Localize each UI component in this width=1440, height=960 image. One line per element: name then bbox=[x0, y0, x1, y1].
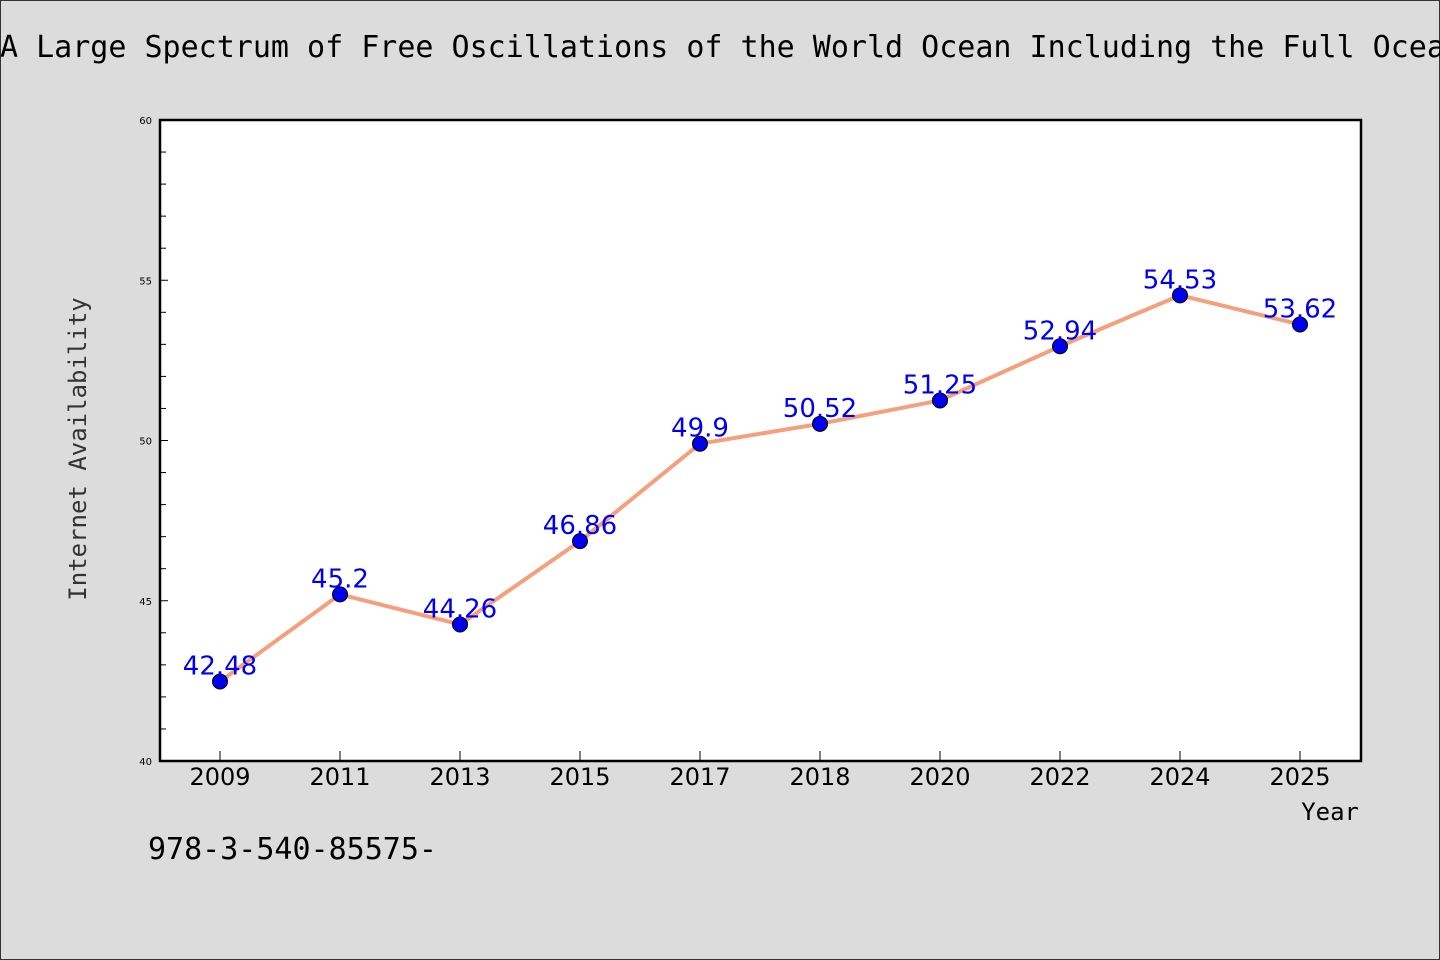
data-label: 42.48 bbox=[183, 652, 257, 682]
data-label: 54.53 bbox=[1143, 265, 1217, 295]
x-tick-label: 2022 bbox=[1029, 763, 1090, 791]
data-label: 51.25 bbox=[903, 370, 977, 400]
data-point-marker bbox=[452, 616, 468, 633]
y-tick-label: 50 bbox=[139, 437, 152, 448]
y-tick-label: 45 bbox=[139, 597, 152, 608]
data-label: 46.86 bbox=[543, 511, 617, 541]
data-label: 53.62 bbox=[1263, 294, 1337, 324]
y-tick-label: 60 bbox=[139, 116, 152, 127]
plot-area bbox=[158, 118, 1363, 763]
data-label: 50.52 bbox=[783, 394, 857, 424]
x-tick-label: 2015 bbox=[549, 763, 610, 791]
series-markers bbox=[212, 287, 1308, 690]
series-line bbox=[218, 293, 1301, 684]
data-point-marker bbox=[1172, 287, 1188, 304]
x-tick-label: 2013 bbox=[429, 763, 490, 791]
chart-title: A Large Spectrum of Free Oscillations of… bbox=[0, 30, 1440, 65]
x-tick-label: 2024 bbox=[1149, 763, 1210, 791]
data-point-marker bbox=[692, 435, 708, 452]
data-point-marker bbox=[572, 533, 588, 550]
data-label: 44.26 bbox=[423, 594, 497, 624]
x-axis: 2009 2011 2013 2015 2017 2018 2020 2022 2024 2025 bbox=[189, 751, 1331, 791]
data-point-marker bbox=[932, 392, 948, 409]
x-tick-label: 2018 bbox=[789, 763, 850, 791]
y-axis-label: Internet Availability bbox=[64, 297, 92, 600]
y-tick-label: 40 bbox=[139, 757, 152, 768]
data-label: 52.94 bbox=[1023, 316, 1097, 346]
y-axis: 40 45 50 55 60 bbox=[139, 116, 168, 768]
x-tick-label: 2025 bbox=[1269, 763, 1330, 791]
y-tick-label: 55 bbox=[139, 276, 152, 287]
data-point-marker bbox=[1052, 338, 1068, 355]
data-label: 45.2 bbox=[311, 564, 369, 594]
data-point-marker bbox=[812, 415, 828, 432]
data-point-marker bbox=[1292, 316, 1308, 333]
footnote-text: 978-3-540-85575- bbox=[148, 832, 437, 867]
x-tick-label: 2009 bbox=[189, 763, 250, 791]
x-tick-label: 2020 bbox=[909, 763, 970, 791]
x-axis-label: Year bbox=[1301, 798, 1359, 826]
data-point-marker bbox=[332, 586, 348, 603]
x-tick-label: 2011 bbox=[309, 763, 370, 791]
data-labels: 42.48 45.2 44.26 46.86 49.9 50.52 51.25 52.94 54… bbox=[183, 265, 1337, 681]
data-label: 49.9 bbox=[671, 414, 729, 444]
x-tick-label: 2017 bbox=[669, 763, 730, 791]
data-point-marker bbox=[212, 673, 228, 690]
